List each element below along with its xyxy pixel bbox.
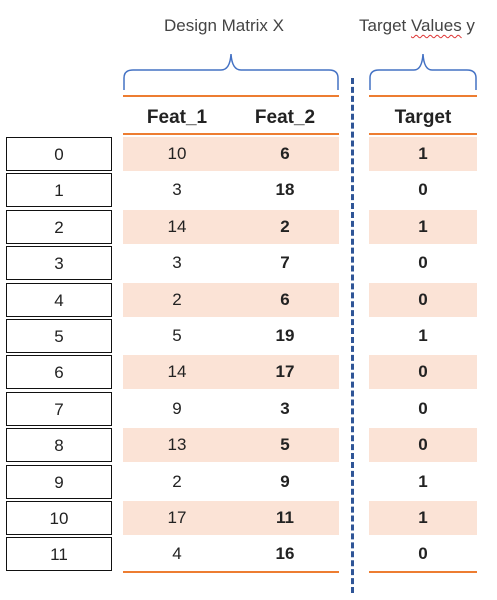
target-values-label-main: Target (359, 16, 411, 35)
target-values-label-tail: y (461, 16, 475, 35)
row-index: 5 (6, 319, 112, 353)
target-cell: 0 (369, 428, 477, 462)
target-cell: 1 (369, 137, 477, 171)
feat1-cell: 3 (172, 180, 182, 199)
feat1-cell: 17 (123, 501, 231, 535)
row-index: 4 (6, 283, 112, 317)
row-index: 6 (6, 355, 112, 389)
feat1-cell: 14 (123, 210, 231, 244)
row-index: 0 (6, 137, 112, 171)
feat1-header: Feat_1 (146, 107, 208, 128)
target-cell: 0 (369, 355, 477, 389)
feat2-cell: 9 (280, 472, 290, 491)
design-matrix-top-rule (123, 95, 339, 97)
feat1-cell: 2 (123, 283, 231, 317)
feat2-cell: 6 (231, 283, 339, 317)
design-matrix-bottom-rule (123, 571, 339, 573)
feat2-cell: 5 (231, 428, 339, 462)
row-index: 7 (6, 392, 112, 426)
target-header: Target (394, 107, 452, 128)
target-cell: 0 (418, 180, 428, 199)
row-index: 2 (6, 210, 112, 244)
target-top-rule (369, 95, 477, 97)
design-matrix-label: Design Matrix X (164, 16, 284, 35)
feat1-cell: 9 (172, 399, 182, 418)
feat2-cell: 18 (275, 180, 295, 199)
feat2-cell: 19 (275, 326, 295, 345)
target-cell: 0 (418, 253, 428, 272)
feat1-cell: 14 (123, 355, 231, 389)
target-cell: 1 (418, 326, 428, 345)
row-index: 10 (6, 501, 112, 535)
target-values-label: Target Values y (359, 16, 475, 36)
feat2-header: Feat_2 (254, 107, 316, 128)
design-matrix-header-rule (123, 133, 339, 135)
target-values-brace (369, 53, 477, 90)
row-index: 3 (6, 246, 112, 280)
feat2-cell: 16 (275, 544, 295, 563)
feat1-cell: 2 (172, 472, 182, 491)
design-matrix-brace (123, 53, 339, 90)
row-index: 8 (6, 428, 112, 462)
target-values-label-squiggle: Values (410, 16, 462, 35)
feat2-cell: 7 (280, 253, 290, 272)
target-cell: 0 (369, 283, 477, 317)
row-index: 11 (6, 537, 112, 571)
row-index: 9 (6, 465, 112, 499)
target-header-rule (369, 133, 477, 135)
feat1-cell: 4 (172, 544, 182, 563)
target-cell: 0 (418, 544, 428, 563)
target-cell: 1 (369, 501, 477, 535)
target-bottom-rule (369, 571, 477, 573)
row-index: 1 (6, 173, 112, 207)
feat1-cell: 5 (172, 326, 182, 345)
feat2-cell: 17 (231, 355, 339, 389)
target-cell: 1 (418, 472, 428, 491)
feat1-cell: 10 (123, 137, 231, 171)
target-cell: 0 (418, 399, 428, 418)
target-cell: 1 (369, 210, 477, 244)
matrix-target-divider (351, 78, 354, 593)
feat2-cell: 2 (231, 210, 339, 244)
feat2-cell: 11 (231, 501, 339, 535)
feat1-cell: 3 (172, 253, 182, 272)
feat2-cell: 3 (280, 399, 290, 418)
feat2-cell: 6 (231, 137, 339, 171)
feat1-cell: 13 (123, 428, 231, 462)
